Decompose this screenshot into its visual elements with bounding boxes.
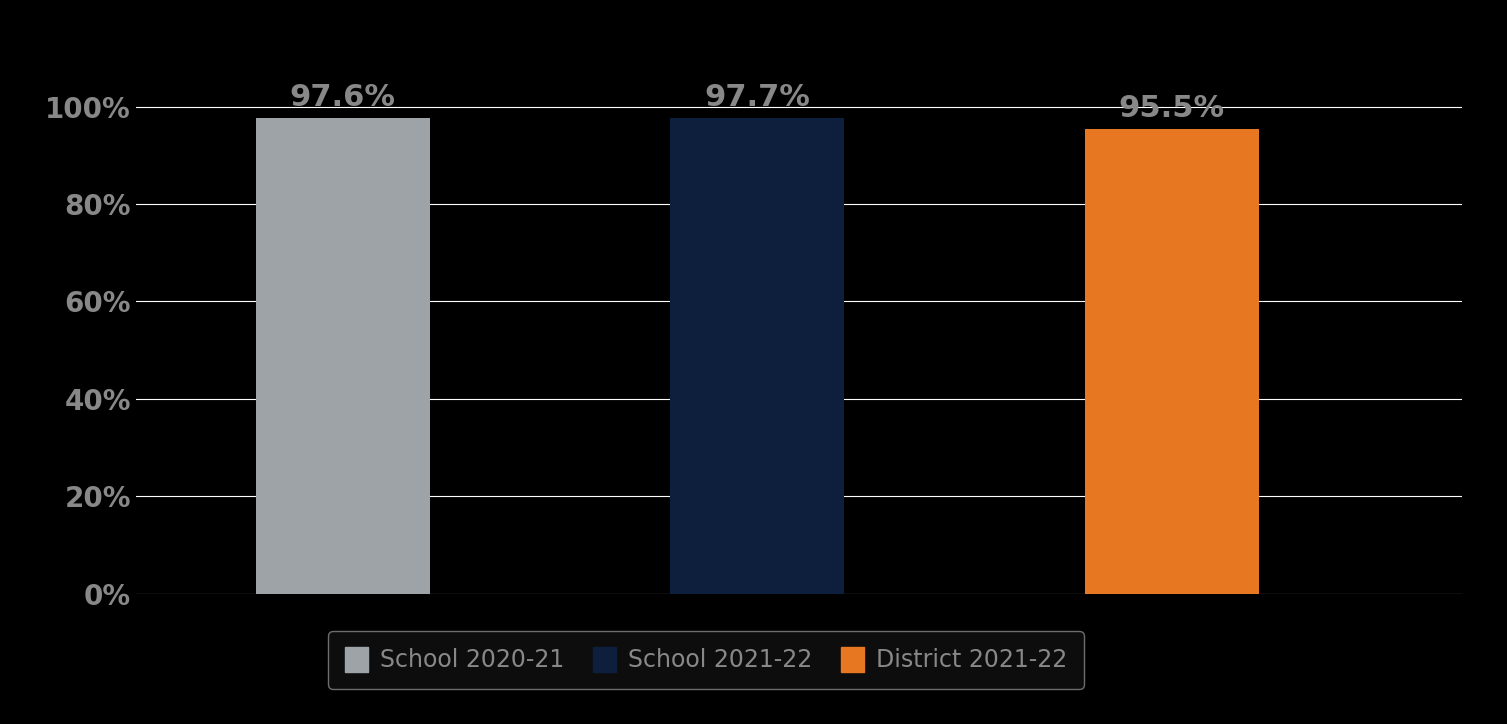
Text: 97.7%: 97.7% xyxy=(704,83,811,112)
Legend: School 2020-21, School 2021-22, District 2021-22: School 2020-21, School 2021-22, District… xyxy=(329,631,1084,689)
Text: 97.6%: 97.6% xyxy=(289,83,396,112)
Bar xyxy=(256,118,429,594)
Bar xyxy=(671,118,844,594)
Text: 95.5%: 95.5% xyxy=(1118,93,1225,122)
Bar xyxy=(1085,129,1258,594)
